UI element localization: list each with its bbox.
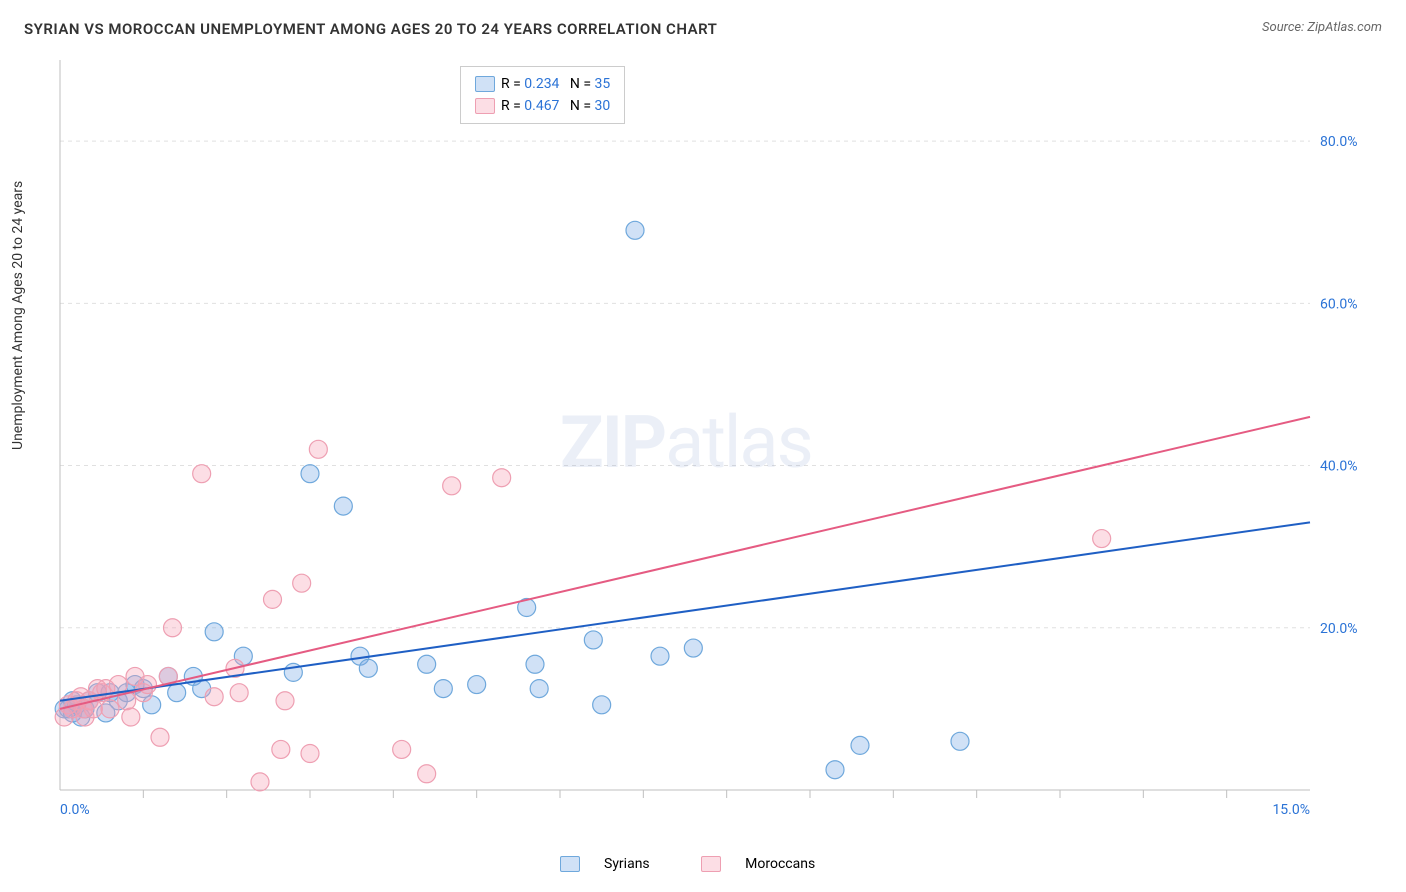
legend-swatch [475, 76, 495, 92]
moroccans-swatch [701, 856, 721, 872]
scatter-plot: 20.0% 40.0% 60.0% 80.0% 0.0% 15.0% [50, 60, 1370, 820]
legend-swatch [475, 98, 495, 114]
svg-text:80.0%: 80.0% [1320, 134, 1358, 150]
svg-text:40.0%: 40.0% [1320, 459, 1358, 475]
svg-text:20.0%: 20.0% [1320, 621, 1358, 637]
stats-legend: R = 0.234 N = 35R = 0.467 N = 30 [460, 66, 625, 124]
source-label: Source: ZipAtlas.com [1262, 20, 1382, 35]
syrians-label: Syrians [604, 856, 650, 872]
y-axis-label: Unemployment Among Ages 20 to 24 years [10, 181, 26, 450]
chart-title: SYRIAN VS MOROCCAN UNEMPLOYMENT AMONG AG… [24, 20, 717, 38]
legend-moroccans: Moroccans [701, 856, 839, 872]
legend-syrians: Syrians [560, 856, 677, 872]
svg-text:15.0%: 15.0% [1272, 802, 1310, 818]
syrians-swatch [560, 856, 580, 872]
stats-legend-row: R = 0.467 N = 30 [475, 95, 610, 117]
stats-legend-row: R = 0.234 N = 35 [475, 73, 610, 95]
svg-text:60.0%: 60.0% [1320, 296, 1358, 312]
svg-text:0.0%: 0.0% [60, 802, 90, 818]
moroccans-label: Moroccans [745, 856, 815, 872]
series-legend: Syrians Moroccans [560, 856, 863, 872]
